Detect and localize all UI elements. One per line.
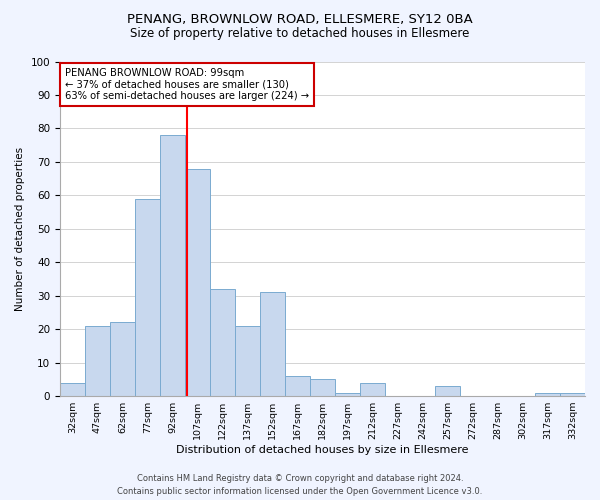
- Bar: [210, 289, 235, 396]
- Bar: [235, 326, 260, 396]
- Bar: [260, 292, 285, 396]
- Bar: [60, 382, 85, 396]
- Bar: [110, 322, 135, 396]
- Bar: [285, 376, 310, 396]
- Bar: [360, 382, 385, 396]
- Bar: [85, 326, 110, 396]
- Text: PENANG, BROWNLOW ROAD, ELLESMERE, SY12 0BA: PENANG, BROWNLOW ROAD, ELLESMERE, SY12 0…: [127, 12, 473, 26]
- Text: PENANG BROWNLOW ROAD: 99sqm
← 37% of detached houses are smaller (130)
63% of se: PENANG BROWNLOW ROAD: 99sqm ← 37% of det…: [65, 68, 309, 102]
- Bar: [335, 392, 360, 396]
- Bar: [135, 198, 160, 396]
- Bar: [185, 168, 210, 396]
- Text: Contains HM Land Registry data © Crown copyright and database right 2024.
Contai: Contains HM Land Registry data © Crown c…: [118, 474, 482, 496]
- Bar: [435, 386, 460, 396]
- Bar: [160, 135, 185, 396]
- X-axis label: Distribution of detached houses by size in Ellesmere: Distribution of detached houses by size …: [176, 445, 469, 455]
- Text: Size of property relative to detached houses in Ellesmere: Size of property relative to detached ho…: [130, 28, 470, 40]
- Bar: [535, 392, 560, 396]
- Bar: [310, 380, 335, 396]
- Bar: [560, 392, 585, 396]
- Y-axis label: Number of detached properties: Number of detached properties: [15, 146, 25, 311]
